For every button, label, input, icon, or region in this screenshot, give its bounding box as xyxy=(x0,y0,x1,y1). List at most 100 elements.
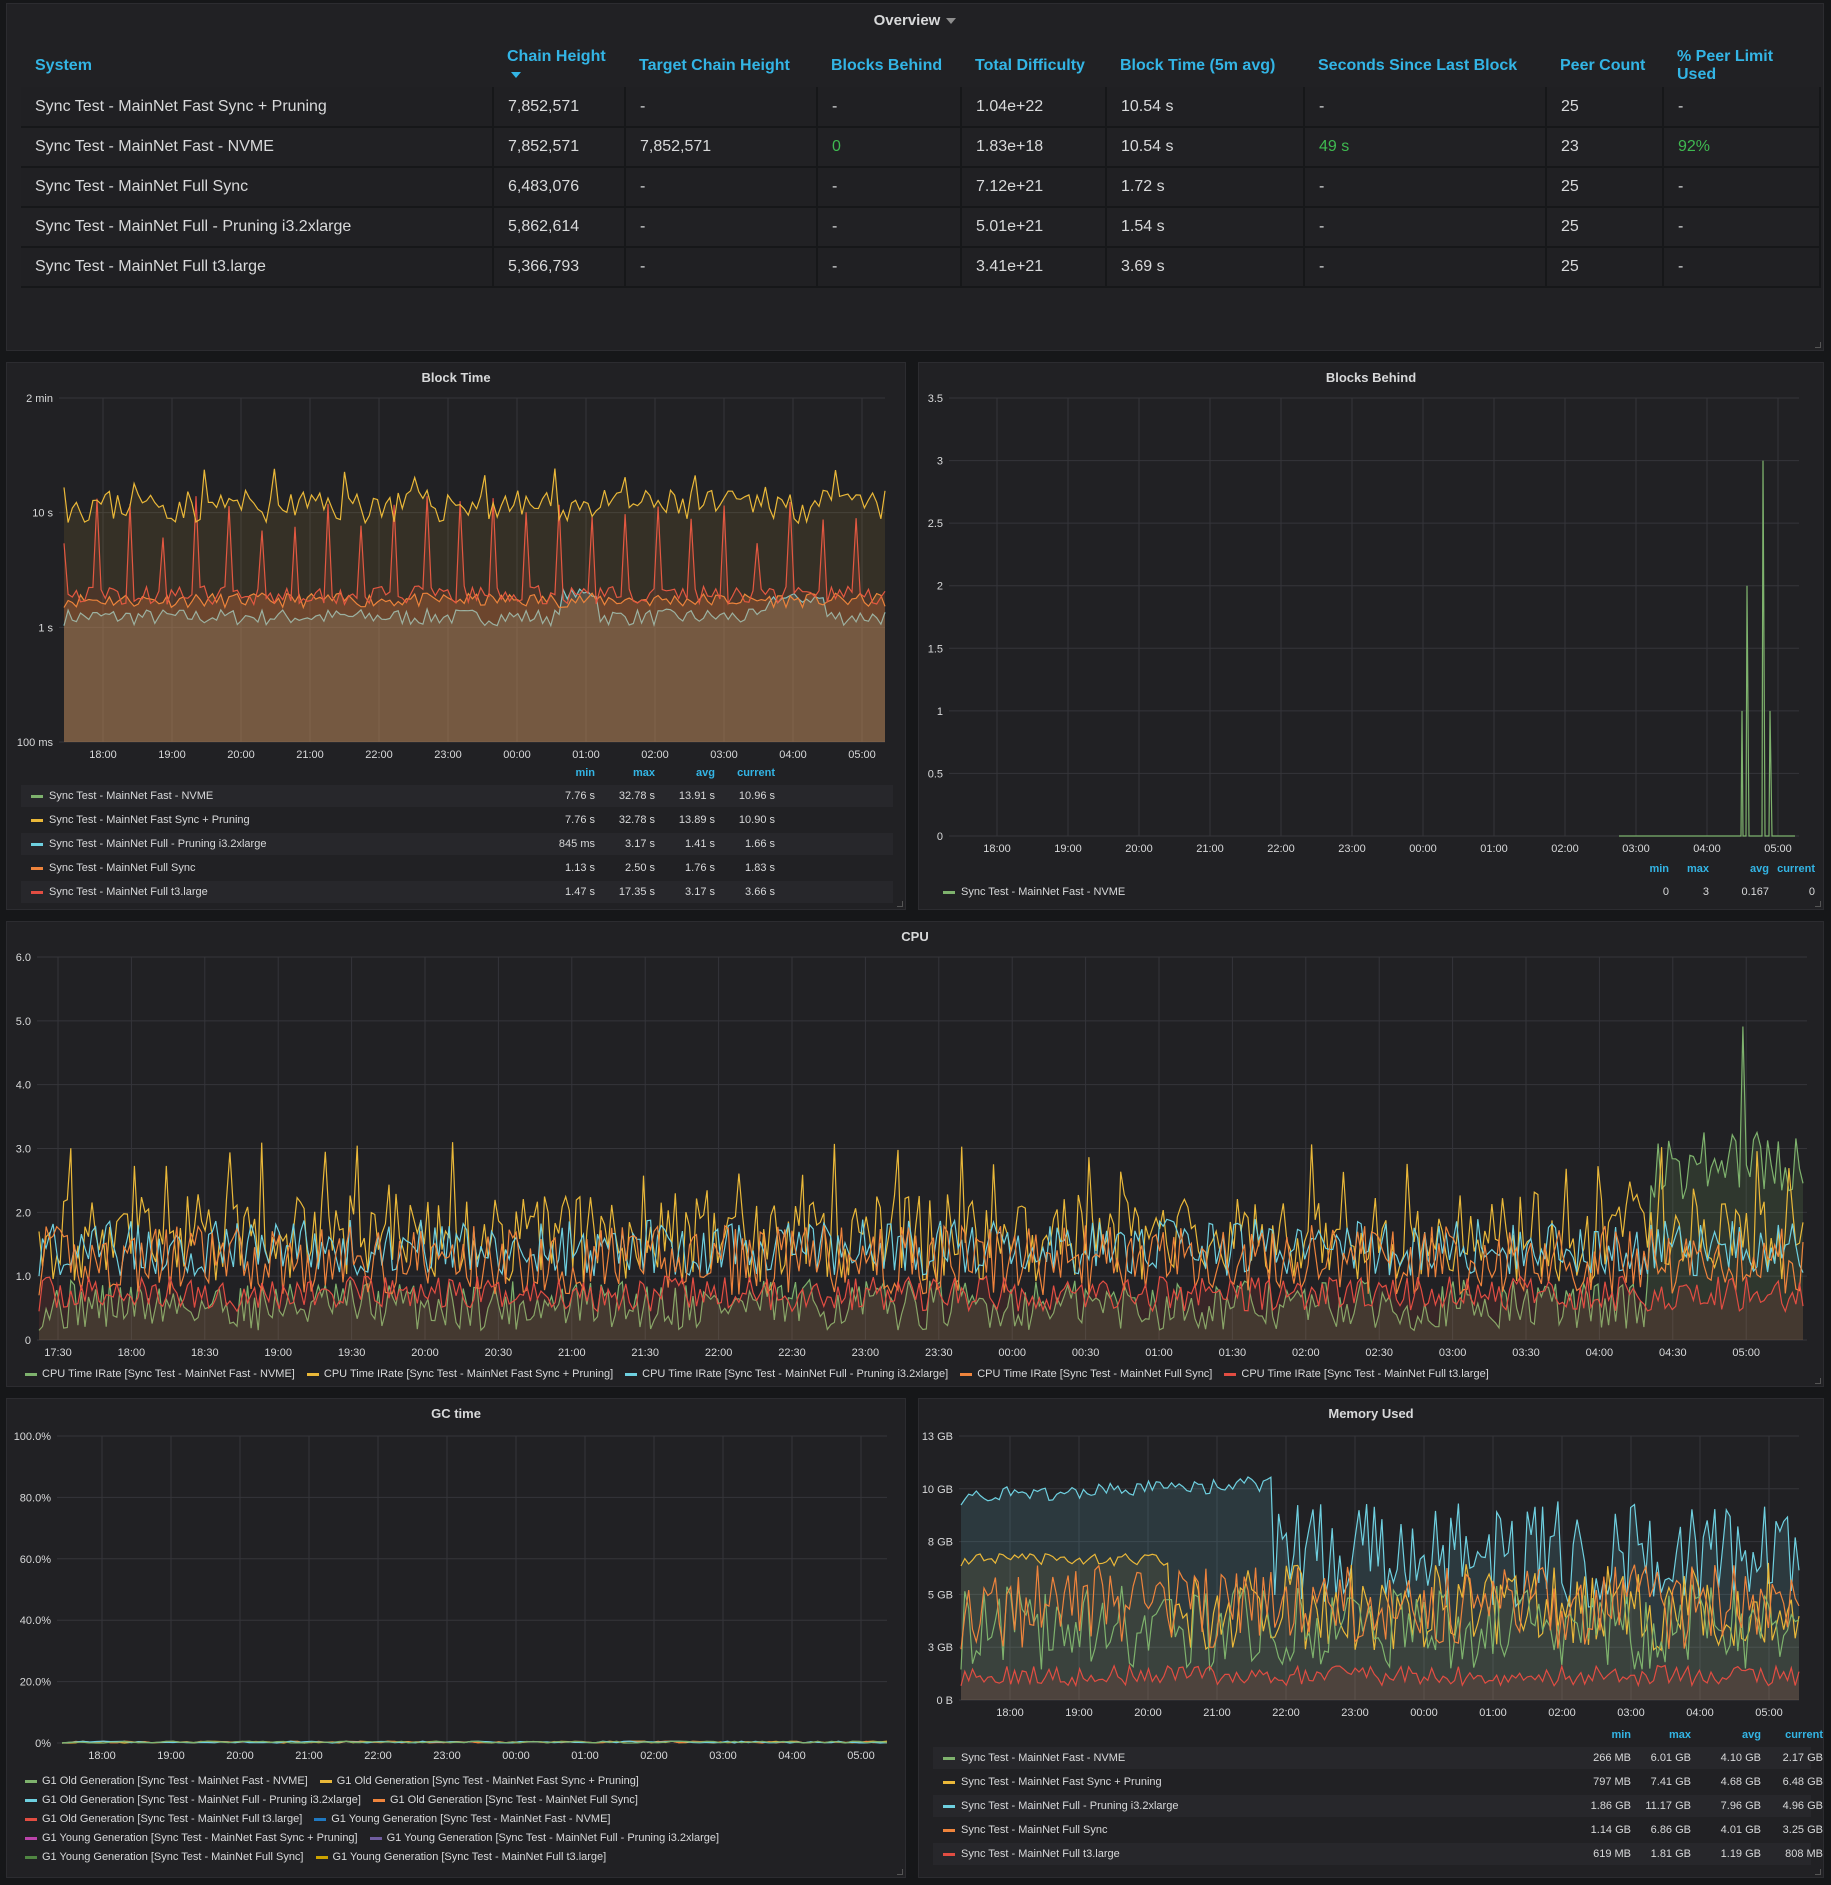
legend-item[interactable]: Sync Test - MainNet Full - Pruning i3.2x… xyxy=(21,833,893,855)
legend-header[interactable]: current xyxy=(1777,863,1815,875)
gc-time-x-tick: 19:00 xyxy=(157,1750,185,1762)
legend-swatch xyxy=(943,890,955,894)
legend-item[interactable]: G1 Old Generation [Sync Test - MainNet F… xyxy=(319,1772,639,1791)
resize-handle[interactable] xyxy=(897,901,903,907)
blocks-behind-x-tick: 03:00 xyxy=(1622,843,1650,855)
table-cell: - xyxy=(625,247,818,288)
legend-item[interactable]: Sync Test - MainNet Full Sync 1.13 s 2.50 … xyxy=(21,857,893,879)
gc-time-y-tick: 100.0% xyxy=(14,1431,52,1443)
gc-time-x-tick: 18:00 xyxy=(88,1750,116,1762)
col-peer-count[interactable]: Peer Count xyxy=(1560,57,1646,74)
resize-handle[interactable] xyxy=(897,1869,903,1875)
col-peer-limit-used[interactable]: % Peer Limit Used xyxy=(1677,48,1774,83)
legend-header[interactable]: avg xyxy=(1750,863,1769,875)
legend-swatch xyxy=(25,1836,37,1840)
blocks-behind-chart[interactable]: 3.5 3 2.5 2 1.5 1 0.5 0 18:00 19:00 20:00 21:00 22:0… xyxy=(919,363,1825,863)
legend-label: G1 Old Generation [Sync Test - MainNet F… xyxy=(42,1794,361,1806)
legend-swatch xyxy=(25,1855,37,1859)
resize-handle[interactable] xyxy=(1815,342,1821,348)
col-chain-height[interactable]: Chain Height xyxy=(493,44,625,87)
col-block-time[interactable]: Block Time (5m avg) xyxy=(1120,57,1276,74)
blocks-behind-y-tick: 1 xyxy=(937,706,943,718)
legend-label: CPU Time IRate [Sync Test - MainNet Full… xyxy=(1241,1368,1489,1380)
overview-header-row: System Chain Height Target Chain Height … xyxy=(21,44,1820,87)
legend-header[interactable]: current xyxy=(737,767,775,779)
legend-max: 7.41 GB xyxy=(1650,1776,1691,1788)
cpu-x-tick: 04:30 xyxy=(1659,1347,1687,1356)
legend-item[interactable]: CPU Time IRate [Sync Test - MainNet Full… xyxy=(1224,1365,1489,1384)
legend-header[interactable]: avg xyxy=(696,767,715,779)
resize-handle[interactable] xyxy=(1815,901,1821,907)
block-time-chart[interactable]: 2 min 10 s 1 s 100 ms 18:00 19:00 20:00 21:00 22… xyxy=(7,363,907,763)
table-cell: 6,483,076 xyxy=(493,167,626,208)
memory-chart[interactable]: 13 GB 10 GB 8 GB 5 GB 3 GB 0 B 18:00 19:00 20:00… xyxy=(919,1399,1825,1737)
col-blocks-behind[interactable]: Blocks Behind xyxy=(831,57,943,74)
legend-item[interactable]: G1 Old Generation [Sync Test - MainNet F… xyxy=(25,1772,308,1791)
table-cell: - xyxy=(817,247,962,288)
legend-header[interactable]: max xyxy=(632,767,655,779)
blocks-behind-x-tick: 05:00 xyxy=(1764,843,1792,855)
legend-swatch xyxy=(31,890,43,894)
table-cell: - xyxy=(817,167,962,208)
legend-header[interactable]: min xyxy=(575,767,595,779)
legend-item[interactable]: Sync Test - MainNet Fast - NVME 0 3 0.167 0 xyxy=(933,881,1815,903)
overview-title[interactable]: Overview xyxy=(7,12,1823,29)
legend-item[interactable]: Sync Test - MainNet Fast Sync + Pruning 7… xyxy=(21,809,893,831)
gc-time-chart[interactable]: 100.0% 80.0% 60.0% 40.0% 20.0% 0% 18:00 19:00 20… xyxy=(7,1399,907,1769)
legend-item[interactable]: G1 Young Generation [Sync Test - MainNet… xyxy=(25,1848,304,1867)
cpu-title[interactable]: CPU xyxy=(901,929,929,944)
legend-item[interactable]: G1 Old Generation [Sync Test - MainNet F… xyxy=(25,1791,361,1810)
legend-label: Sync Test - MainNet Full - Pruning i3.2x… xyxy=(49,838,267,850)
legend-item[interactable]: CPU Time IRate [Sync Test - MainNet Fast… xyxy=(25,1365,295,1384)
legend-item[interactable]: Sync Test - MainNet Full t3.large 619 MB 1… xyxy=(933,1843,1823,1865)
legend-item[interactable]: G1 Young Generation [Sync Test - MainNet… xyxy=(25,1829,358,1848)
legend-item[interactable]: Sync Test - MainNet Full - Pruning i3.2x… xyxy=(933,1795,1823,1817)
legend-item[interactable]: Sync Test - MainNet Full Sync 1.14 GB 6.86… xyxy=(933,1819,1823,1841)
legend-item[interactable]: CPU Time IRate [Sync Test - MainNet Full… xyxy=(960,1365,1212,1384)
legend-current: 1.83 s xyxy=(745,862,775,874)
legend-item[interactable]: G1 Old Generation [Sync Test - MainNet F… xyxy=(372,1791,638,1810)
table-cell: - xyxy=(1663,207,1821,248)
legend-avg: 13.89 s xyxy=(678,814,715,826)
resize-handle[interactable] xyxy=(1815,1869,1821,1875)
legend-header[interactable]: current xyxy=(1785,1729,1823,1741)
col-target-chain-height[interactable]: Target Chain Height xyxy=(639,57,790,74)
legend-header[interactable]: min xyxy=(1649,863,1669,875)
memory-x-tick: 19:00 xyxy=(1065,1707,1093,1719)
legend-item[interactable]: G1 Young Generation [Sync Test - MainNet… xyxy=(314,1810,610,1829)
cpu-x-tick: 23:30 xyxy=(925,1347,953,1356)
block-time-grid xyxy=(59,397,885,743)
cpu-y-tick: 3.0 xyxy=(16,1144,31,1156)
legend-item[interactable]: G1 Old Generation [Sync Test - MainNet F… xyxy=(25,1810,302,1829)
cpu-x-tick: 21:00 xyxy=(558,1347,586,1356)
legend-item[interactable]: G1 Young Generation [Sync Test - MainNet… xyxy=(369,1829,719,1848)
legend-item[interactable]: Sync Test - MainNet Fast - NVME 266 MB 6.0… xyxy=(933,1747,1823,1769)
gc-time-title[interactable]: GC time xyxy=(431,1406,481,1421)
legend-item[interactable]: G1 Young Generation [Sync Test - MainNet… xyxy=(315,1848,606,1867)
resize-handle[interactable] xyxy=(1815,1378,1821,1384)
col-seconds-since-last-block[interactable]: Seconds Since Last Block xyxy=(1318,57,1518,74)
legend-header[interactable]: min xyxy=(1611,1729,1631,1741)
blocks-behind-title[interactable]: Blocks Behind xyxy=(1325,370,1417,385)
legend-item[interactable]: CPU Time IRate [Sync Test - MainNet Full… xyxy=(625,1365,948,1384)
block-time-y-tick: 2 min xyxy=(26,393,53,405)
block-time-title[interactable]: Block Time xyxy=(421,370,491,385)
legend-max: 11.17 GB xyxy=(1645,1800,1691,1812)
table-row: Sync Test - MainNet Fast - NVME 7,852,571… xyxy=(21,127,1821,168)
legend-item[interactable]: Sync Test - MainNet Fast Sync + Pruning 7… xyxy=(933,1771,1823,1793)
col-system[interactable]: System xyxy=(35,57,92,74)
legend-item[interactable]: Sync Test - MainNet Full t3.large 1.47 s 1… xyxy=(21,881,893,903)
table-cell: 5.01e+21 xyxy=(961,207,1107,248)
col-total-difficulty[interactable]: Total Difficulty xyxy=(975,57,1085,74)
blocks-behind-x-tick: 01:00 xyxy=(1480,843,1508,855)
cpu-y-tick: 1.0 xyxy=(16,1271,31,1283)
legend-header[interactable]: avg xyxy=(1742,1729,1761,1741)
legend-current: 4.96 GB xyxy=(1782,1800,1823,1812)
memory-title[interactable]: Memory Used xyxy=(1328,1406,1414,1421)
legend-item[interactable]: CPU Time IRate [Sync Test - MainNet Fast… xyxy=(306,1365,613,1384)
legend-header[interactable]: max xyxy=(1686,863,1709,875)
legend-header[interactable]: max xyxy=(1668,1729,1691,1741)
cpu-chart[interactable]: 6.0 5.0 4.0 3.0 2.0 1.0 0 17:30 18:00 18:30 19:00 1… xyxy=(7,922,1825,1356)
legend-item[interactable]: Sync Test - MainNet Fast - NVME 7.76 s 32.… xyxy=(21,785,893,807)
legend-avg: 1.19 GB xyxy=(1720,1848,1761,1860)
